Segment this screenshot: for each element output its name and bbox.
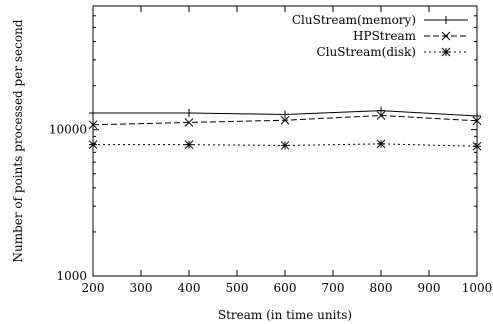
x-tick-label: 700	[322, 281, 345, 295]
data-point	[89, 108, 97, 117]
legend-marker	[441, 31, 451, 41]
legend-marker	[441, 47, 451, 57]
data-point	[88, 140, 98, 150]
data-point	[376, 111, 386, 120]
data-point	[472, 141, 482, 151]
data-point	[377, 106, 385, 115]
legend-label: CluStream(disk)	[317, 45, 416, 59]
plot-frame	[92, 5, 478, 277]
x-axis-title: Stream (in time units)	[218, 308, 352, 322]
data-point	[184, 118, 194, 127]
legend: CluStream(memory) HPStream CluStream(disk)	[292, 13, 468, 59]
legend-label: CluStream(memory)	[292, 13, 416, 27]
data-point	[184, 140, 194, 150]
data-point	[185, 108, 193, 117]
data-point	[88, 120, 98, 130]
y-axis-title: Number of points processed per second	[11, 19, 25, 262]
x-axis: 200 300 400 500 600 700 800 900 1000	[82, 6, 493, 295]
y-axis: 1000 10000	[49, 5, 477, 283]
legend-label: HPStream	[353, 29, 417, 43]
data-point	[473, 111, 481, 120]
x-tick-label: 1000	[462, 281, 493, 295]
data-point	[280, 141, 290, 150]
x-tick-label: 400	[178, 281, 201, 295]
x-tick-label: 200	[82, 281, 105, 295]
series-line-2	[93, 143, 478, 147]
data-point	[376, 139, 386, 149]
y-tick-label: 1000	[56, 269, 87, 283]
data-point	[280, 115, 290, 125]
data-point	[472, 116, 482, 126]
x-tick-label: 800	[370, 281, 393, 295]
data-point	[281, 110, 289, 119]
x-tick-label: 300	[130, 281, 153, 295]
series-layer	[88, 106, 482, 151]
legend-marker	[442, 16, 450, 24]
x-tick-label: 900	[418, 281, 441, 295]
x-tick-label: 600	[274, 281, 297, 295]
y-tick-label: 10000	[49, 123, 87, 137]
x-tick-label: 500	[226, 281, 249, 295]
